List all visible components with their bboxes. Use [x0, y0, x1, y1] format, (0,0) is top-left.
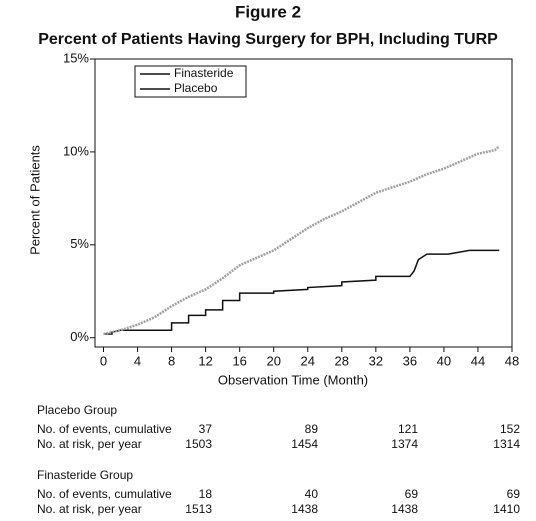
- x-tick-label: 4: [134, 353, 141, 368]
- table-cell: 69: [405, 487, 419, 501]
- x-tick-label: 32: [369, 353, 383, 368]
- table-cell: 18: [199, 487, 213, 501]
- x-tick-label: 8: [168, 353, 175, 368]
- table-row-label: No. at risk, per year: [37, 437, 142, 451]
- series-line: [103, 249, 500, 335]
- legend-box: [134, 65, 247, 98]
- y-tick-label: 15%: [63, 50, 89, 65]
- table-cell: 40: [305, 487, 319, 501]
- table-cell: 152: [500, 422, 520, 436]
- y-tick-label: 10%: [63, 143, 89, 158]
- y-tick-label: 5%: [70, 236, 89, 251]
- table-row-label: No. of events, cumulative: [37, 422, 172, 436]
- legend-label: Finasteride: [174, 66, 234, 80]
- chart-title: Figure 2: [235, 2, 301, 21]
- plot-frame: [94, 58, 513, 348]
- chart-subtitle: Percent of Patients Having Surgery for B…: [38, 31, 498, 48]
- table-cell: 1374: [391, 437, 418, 451]
- table-cell: 1454: [291, 437, 318, 451]
- x-tick-label: 28: [335, 353, 349, 368]
- y-axis-title: Percent of Patients: [27, 145, 42, 255]
- table-group-title: Placebo Group: [37, 403, 117, 417]
- x-tick-label: 16: [232, 353, 246, 368]
- x-tick-label: 12: [198, 353, 212, 368]
- table-cell: 1513: [185, 502, 212, 516]
- x-tick-label: 44: [471, 353, 485, 368]
- x-axis-title: Observation Time (Month): [218, 372, 368, 387]
- legend-label: Placebo: [174, 81, 218, 95]
- table-cell: 89: [305, 422, 319, 436]
- x-tick-label: 20: [266, 353, 280, 368]
- table-cell: 1410: [493, 502, 520, 516]
- x-tick-label: 36: [403, 353, 417, 368]
- y-tick-label: 0%: [70, 329, 89, 344]
- table-cell: 69: [507, 487, 521, 501]
- table-cell: 1438: [391, 502, 418, 516]
- table-cell: 37: [199, 422, 213, 436]
- x-tick-label: 48: [505, 353, 519, 368]
- x-tick-label: 24: [301, 353, 315, 368]
- x-tick-label: 40: [437, 353, 451, 368]
- x-tick-label: 0: [100, 353, 107, 368]
- table-cell: 1314: [493, 437, 520, 451]
- table-group-title: Finasteride Group: [37, 468, 133, 482]
- series-line: [103, 145, 501, 336]
- table-cell: 1503: [185, 437, 212, 451]
- table-row-label: No. of events, cumulative: [37, 487, 172, 501]
- table-cell: 121: [398, 422, 418, 436]
- table-cell: 1438: [291, 502, 318, 516]
- table-row-label: No. at risk, per year: [37, 502, 142, 516]
